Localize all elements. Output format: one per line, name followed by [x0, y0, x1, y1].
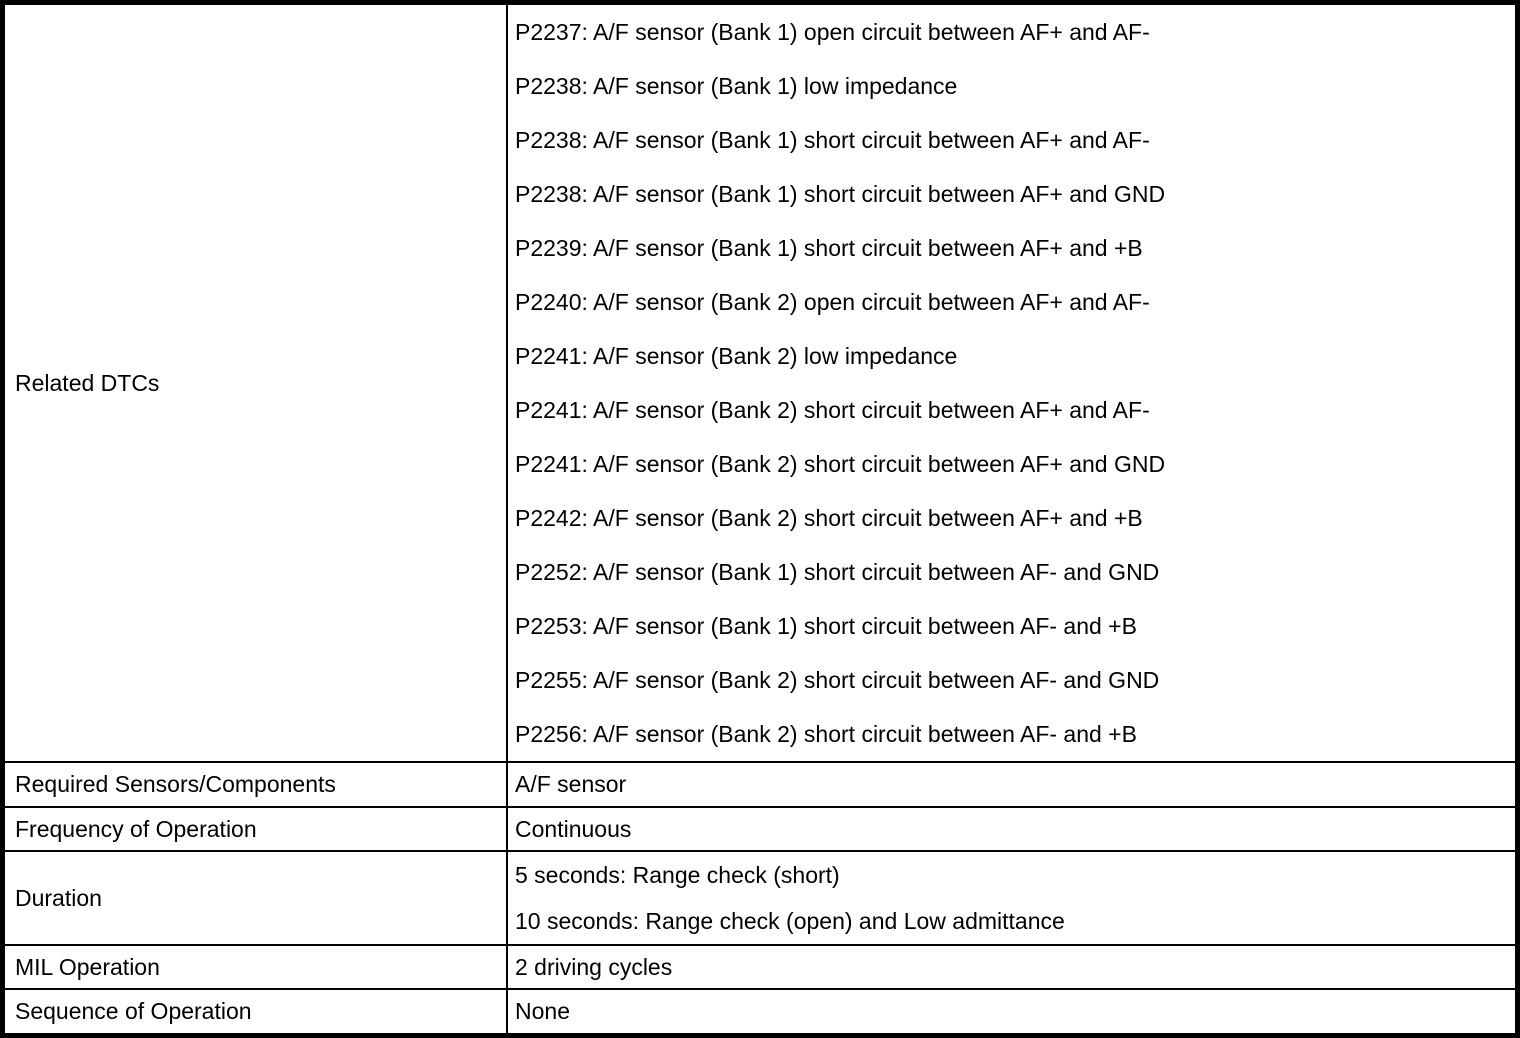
row-value-line: P2253: A/F sensor (Bank 1) short circuit… — [515, 612, 1137, 639]
row-value-cell: Continuous — [508, 808, 1515, 850]
row-label-cell: Required Sensors/Components — [5, 763, 506, 806]
row-value-line: P2240: A/F sensor (Bank 2) open circuit … — [515, 288, 1150, 315]
row-value-cell: 2 driving cycles — [508, 946, 1515, 988]
row-label: Frequency of Operation — [15, 815, 257, 842]
row-value-line: P2241: A/F sensor (Bank 2) low impedance — [515, 342, 958, 369]
row-value-line: P2256: A/F sensor (Bank 2) short circuit… — [515, 720, 1137, 747]
row-label: MIL Operation — [15, 953, 160, 980]
row-value-line: P2237: A/F sensor (Bank 1) open circuit … — [515, 18, 1150, 45]
row-label-cell: MIL Operation — [5, 946, 506, 988]
row-value-cell: A/F sensor — [508, 763, 1515, 806]
row-value-line: P2242: A/F sensor (Bank 2) short circuit… — [515, 504, 1143, 531]
row-value-line: P2252: A/F sensor (Bank 1) short circuit… — [515, 558, 1160, 585]
row-value-line: 10 seconds: Range check (open) and Low a… — [515, 907, 1065, 934]
row-value-line: P2255: A/F sensor (Bank 2) short circuit… — [515, 666, 1160, 693]
row-label: Required Sensors/Components — [15, 771, 336, 797]
row-value-cell: P2237: A/F sensor (Bank 1) open circuit … — [508, 5, 1515, 761]
row-label-cell: Duration — [5, 852, 506, 944]
row-value-line: Continuous — [515, 815, 632, 842]
row-value-line: A/F sensor — [515, 771, 627, 797]
row-value-line: P2241: A/F sensor (Bank 2) short circuit… — [515, 396, 1150, 423]
row-value-line: 5 seconds: Range check (short) — [515, 861, 840, 888]
row-value-line: P2238: A/F sensor (Bank 1) short circuit… — [515, 126, 1150, 153]
row-value-line: P2238: A/F sensor (Bank 1) low impedance — [515, 72, 958, 99]
row-value-cell: None — [508, 990, 1515, 1033]
row-value-line: P2239: A/F sensor (Bank 1) short circuit… — [515, 234, 1143, 261]
row-label-cell: Frequency of Operation — [5, 808, 506, 850]
row-value-line: None — [515, 998, 570, 1024]
row-value-line: 2 driving cycles — [515, 953, 673, 980]
row-value-line: P2238: A/F sensor (Bank 1) short circuit… — [515, 180, 1166, 207]
row-value-line: P2241: A/F sensor (Bank 2) short circuit… — [515, 450, 1166, 477]
row-label: Sequence of Operation — [15, 998, 252, 1024]
row-label: Duration — [15, 884, 102, 911]
row-label: Related DTCs — [15, 369, 160, 396]
row-value-cell: 5 seconds: Range check (short) 10 seconds… — [508, 852, 1515, 944]
row-label-cell: Related DTCs — [5, 5, 506, 761]
row-label-cell: Sequence of Operation — [5, 990, 506, 1033]
